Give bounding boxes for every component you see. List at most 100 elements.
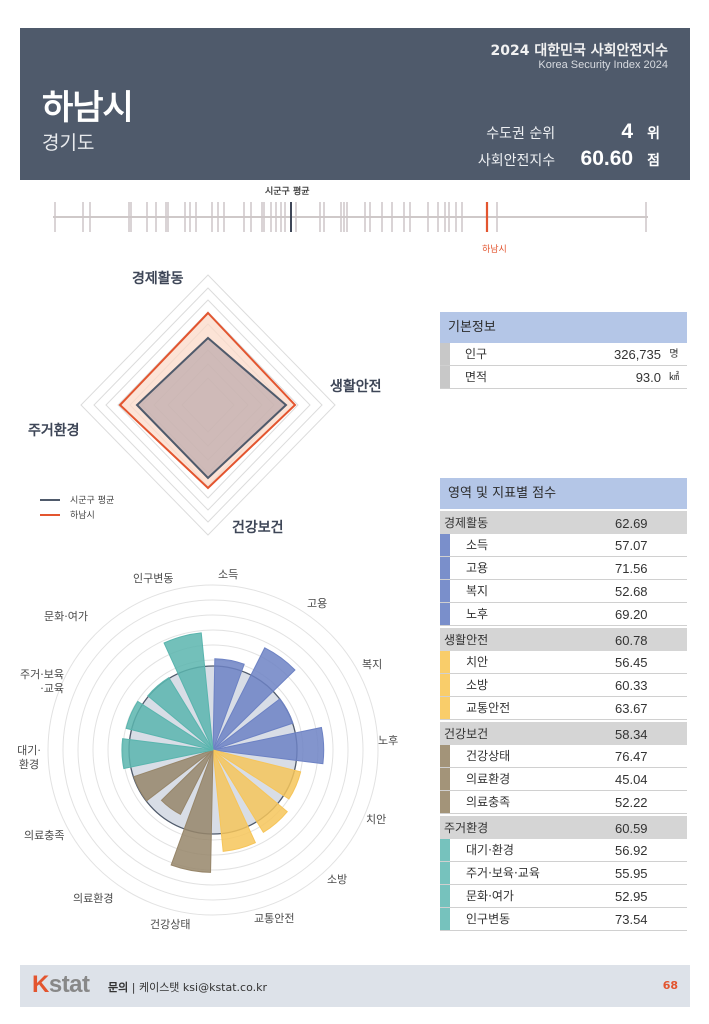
table-row: 소득 57.07 — [440, 534, 687, 557]
indicator-score: 56.45 — [615, 655, 648, 670]
category-score: 62.69 — [615, 516, 648, 531]
row-accent — [440, 908, 450, 930]
polar-bar — [133, 749, 214, 802]
table-row: 주거·보육·교육 55.95 — [440, 862, 687, 885]
table-row: 소방 60.33 — [440, 674, 687, 697]
polar-bar — [160, 749, 214, 815]
indicator-label: 복지 — [466, 584, 489, 598]
indicator-score: 76.47 — [615, 749, 648, 764]
polar-axis-label: 복지 — [362, 658, 383, 671]
polar-bar — [212, 726, 325, 765]
category-label: 건강보건 — [444, 727, 489, 741]
rank-unit: 위 — [647, 126, 660, 142]
radar-axis-label: 생활안전 — [330, 379, 382, 395]
table-row: 대기·환경 56.92 — [440, 839, 687, 862]
indicator-score: 52.68 — [615, 584, 648, 599]
indicator-label: 주거·보육·교육 — [466, 866, 540, 880]
city-name: 하남시 — [42, 88, 134, 128]
polar-axis-label: 소득 — [218, 568, 239, 581]
polar-axis-label: 교통안전 — [254, 912, 295, 925]
indicator-score: 71.56 — [615, 561, 648, 576]
polar-bar — [212, 658, 245, 751]
info-label: 인구 — [465, 347, 488, 361]
header-banner: 2024 대한민국 사회안전지수 Korea Security Index 20… — [20, 28, 690, 180]
indicator-label: 교통안전 — [466, 701, 511, 715]
report-title: 2024 대한민국 사회안전지수 — [490, 43, 668, 59]
legend-label: 시군구 평균 — [70, 496, 115, 506]
indicator-score: 69.20 — [615, 607, 648, 622]
row-accent — [440, 768, 450, 790]
radar-svg — [80, 274, 336, 536]
table-row: 인구 326,735 명 — [440, 343, 687, 366]
row-accent — [440, 862, 450, 884]
radar-axis-label: 경제활동 — [132, 271, 184, 287]
strip-chart — [53, 202, 648, 232]
indicator-score: 56.92 — [615, 843, 648, 858]
row-accent — [440, 534, 450, 556]
polar-svg — [47, 584, 379, 916]
category-label: 경제활동 — [444, 516, 489, 530]
table-row: 의료충족 52.22 — [440, 791, 687, 814]
table-row: 교통안전 63.67 — [440, 697, 687, 720]
table-row: 노후 69.20 — [440, 603, 687, 626]
polar-bar — [212, 749, 302, 800]
polar-axis-label: 의료충족 — [24, 829, 65, 842]
index-label: 사회안전지수 — [477, 153, 556, 169]
polar-axis-label: 의료환경 — [73, 892, 114, 905]
category-score: 60.59 — [615, 821, 648, 836]
indicator-score: 52.22 — [615, 795, 648, 810]
category-row: 건강보건 58.34 — [440, 720, 687, 745]
category-row: 생활안전 60.78 — [440, 626, 687, 651]
info-value: 93.0 — [635, 370, 661, 385]
polar-bar — [121, 738, 214, 770]
distribution-strip: 시군구 평균 하남시 — [0, 180, 709, 260]
indicator-score: 73.54 — [615, 912, 648, 927]
legend-swatch — [40, 513, 60, 516]
index-row: 사회안전지수 60.60 점 — [465, 147, 660, 171]
indicator-label: 건강상태 — [466, 749, 511, 763]
row-accent — [440, 839, 450, 861]
indicator-label: 소방 — [466, 678, 489, 692]
index-value: 60.60 — [580, 147, 634, 170]
category-row: 경제활동 62.69 — [440, 509, 687, 534]
indicator-label: 문화·여가 — [466, 889, 514, 903]
index-unit: 점 — [647, 153, 660, 169]
polar-axis-label: 인구변동 — [133, 572, 174, 585]
table-row: 의료환경 45.04 — [440, 768, 687, 791]
rank-label: 수도권 순위 — [486, 126, 556, 142]
polar-bar-chart: 소득 고용 복지 노후 치안 소방 교통안전 건강상태 의료환경 의료충족 대기… — [0, 560, 430, 955]
indicator-score: 63.67 — [615, 701, 648, 716]
radar-axis-label: 주거환경 — [28, 423, 80, 439]
polar-bar — [125, 700, 214, 751]
category-label: 생활안전 — [444, 633, 489, 647]
basic-info-table: 기본정보 인구 326,735 명 면적 93.0 ㎢ — [440, 312, 687, 389]
category-label: 주거환경 — [444, 821, 489, 835]
basic-info-title: 기본정보 — [440, 312, 687, 343]
indicator-label: 고용 — [466, 561, 489, 575]
radar-legend: 시군구 평균 하남시 — [40, 492, 114, 522]
indicator-score: 57.07 — [615, 538, 648, 553]
polar-bar — [147, 677, 214, 751]
table-row: 고용 71.56 — [440, 557, 687, 580]
category-score: 58.34 — [615, 727, 648, 742]
polar-bar — [212, 647, 296, 751]
logo-text: stat — [48, 971, 90, 998]
polar-bar — [170, 749, 214, 873]
info-label: 면적 — [465, 370, 488, 384]
row-accent — [440, 697, 450, 719]
polar-axis-label: 치안 — [366, 813, 387, 826]
table-row: 치안 56.45 — [440, 651, 687, 674]
row-accent — [440, 557, 450, 579]
radar-chart: 경제활동 생활안전 건강보건 주거환경 — [20, 260, 400, 550]
polar-axis-label: 대기· 환경 — [17, 744, 41, 771]
row-accent — [440, 603, 450, 625]
info-unit: 명 — [669, 349, 679, 360]
polar-axis-label: 주거·보육 ·교육 — [20, 668, 64, 695]
report-subtitle: Korea Security Index 2024 — [538, 59, 668, 71]
polar-bar — [212, 749, 288, 834]
contact-text[interactable]: | 케이스탯 ksi@kstat.co.kr — [128, 981, 268, 994]
row-accent — [440, 745, 450, 767]
legend-item: 시군구 평균 — [40, 492, 114, 507]
indicator-label: 의료충족 — [466, 795, 511, 809]
contact-label: 문의 — [108, 981, 129, 994]
